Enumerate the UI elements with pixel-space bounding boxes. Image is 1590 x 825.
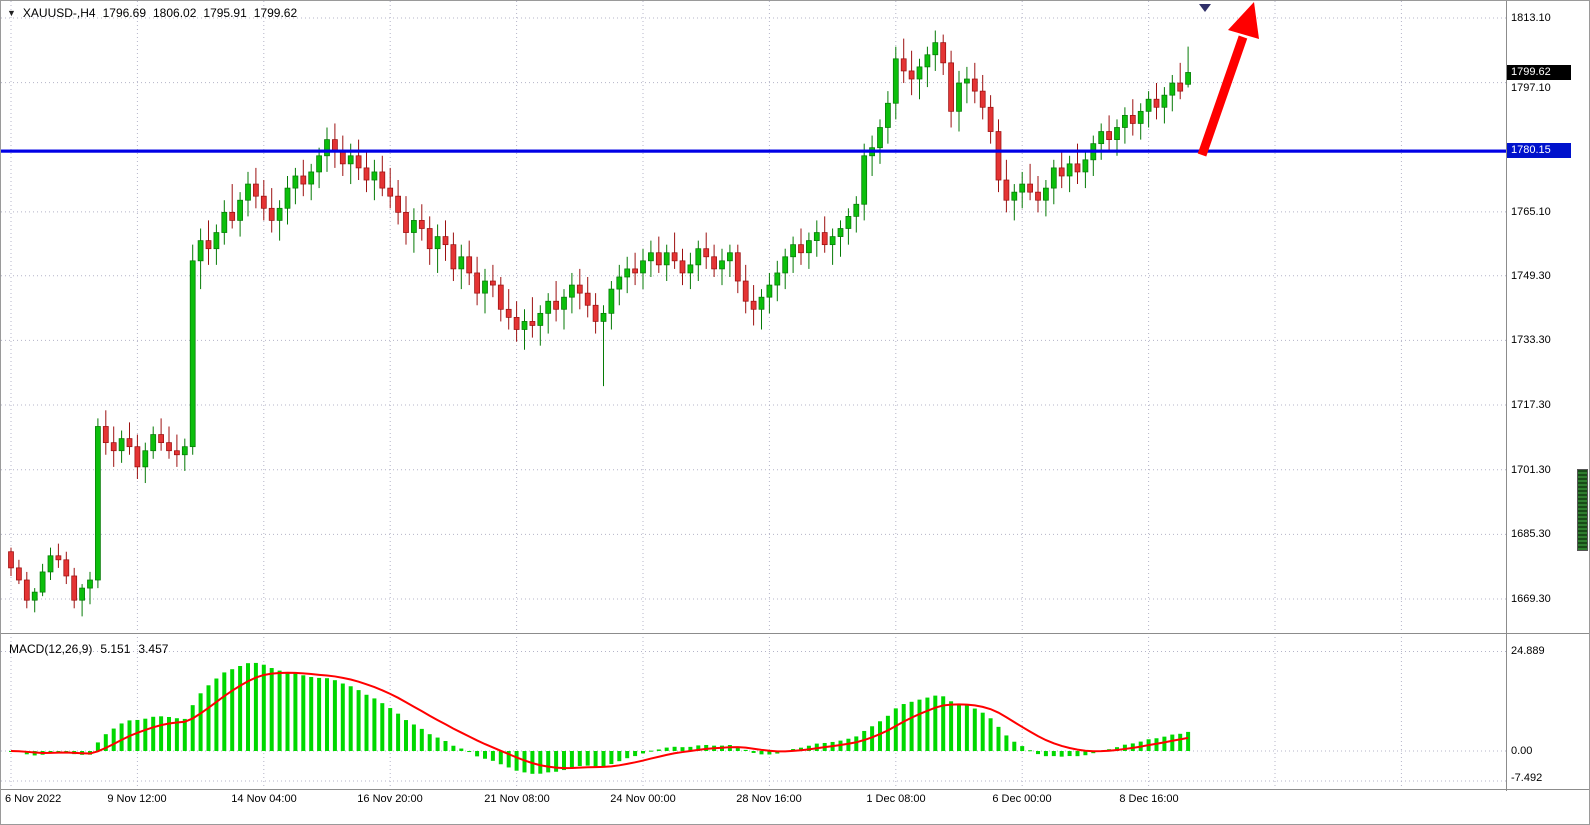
time-axis-label: 21 Nov 08:00 <box>484 793 550 805</box>
macd-indicator-label: MACD(12,26,9) 5.151 3.457 <box>9 642 168 656</box>
horizontal-line-1780[interactable] <box>1 149 1506 153</box>
current-price-badge: 1799.62 <box>1507 65 1571 80</box>
panel-separator[interactable] <box>1 633 1589 634</box>
chart-header: ▼ XAUUSD-,H4 1796.69 1806.02 1795.91 179… <box>7 6 297 20</box>
price-marker-icon <box>1199 4 1211 12</box>
scrollbar-thumb[interactable] <box>1577 469 1588 551</box>
price-axis-label: 1749.30 <box>1511 270 1551 282</box>
low-value: 1795.91 <box>203 6 247 20</box>
time-axis-label: 8 Dec 16:00 <box>1119 793 1179 805</box>
time-axis-label: 14 Nov 04:00 <box>231 793 297 805</box>
price-axis-label: 1685.30 <box>1511 528 1551 540</box>
time-axis-label: 6 Nov 2022 <box>5 793 62 805</box>
macd-histogram <box>9 662 1191 774</box>
high-value: 1806.02 <box>153 6 197 20</box>
macd-signal-value: 3.457 <box>138 642 169 656</box>
price-axis-label: 1797.10 <box>1511 82 1551 94</box>
candles <box>8 30 1191 617</box>
price-axis-label: 1669.30 <box>1511 593 1551 605</box>
price-axis-label: 1701.30 <box>1511 464 1551 476</box>
macd-signal-line <box>10 671 1189 770</box>
open-value: 1796.69 <box>102 6 146 20</box>
trend-arrow[interactable] <box>1197 2 1259 157</box>
macd-value: 5.151 <box>100 642 131 656</box>
price-axis-border <box>1506 1 1507 791</box>
macd-name: MACD(12,26,9) <box>9 642 93 656</box>
time-axis-label: 1 Dec 08:00 <box>866 793 926 805</box>
time-axis-label: 16 Nov 20:00 <box>357 793 423 805</box>
price-axis-label: 1813.10 <box>1511 12 1551 24</box>
macd-axis-label: -7.492 <box>1511 772 1543 784</box>
price-axis-label: 1717.30 <box>1511 399 1551 411</box>
time-axis-label: 28 Nov 16:00 <box>736 793 802 805</box>
macd-axis-label: 24.889 <box>1511 645 1545 657</box>
time-axis-label: 9 Nov 12:00 <box>107 793 167 805</box>
chart-dropdown-icon[interactable]: ▼ <box>7 8 16 18</box>
symbol-period-label: XAUUSD-,H4 <box>22 6 96 20</box>
macd-axis-label: 0.00 <box>1511 745 1533 757</box>
time-axis-separator <box>1 789 1589 790</box>
price-axis-label: 1733.30 <box>1511 334 1551 346</box>
hline-price-badge: 1780.15 <box>1507 143 1571 158</box>
time-axis-label: 6 Dec 00:00 <box>992 793 1052 805</box>
close-value: 1799.62 <box>253 6 298 20</box>
price-axis-label: 1765.10 <box>1511 206 1551 218</box>
gridlines <box>1 1 1506 789</box>
time-axis-label: 24 Nov 00:00 <box>610 793 676 805</box>
